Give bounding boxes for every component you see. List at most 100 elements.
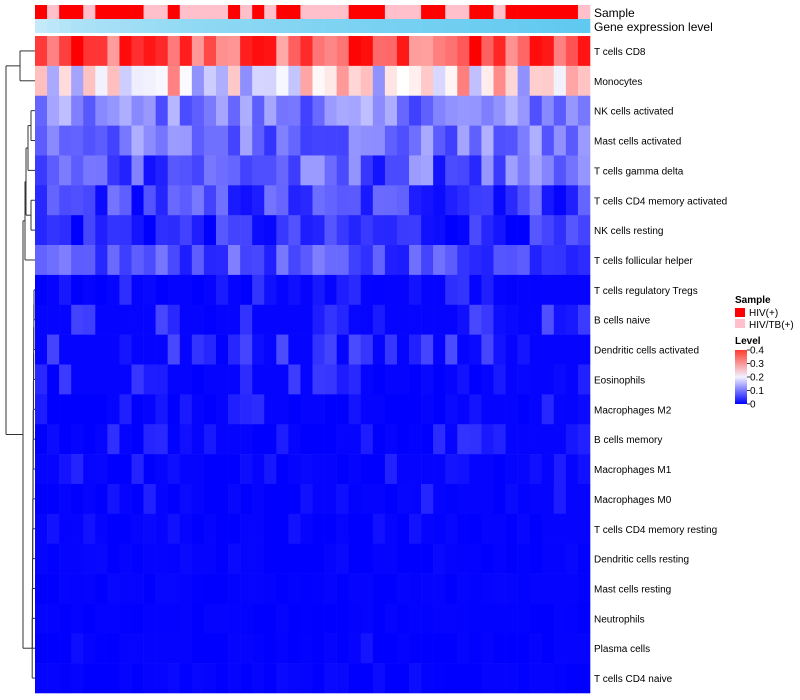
heatmap-cell — [529, 36, 543, 67]
heatmap-cell — [155, 394, 169, 425]
heatmap-cell — [300, 663, 313, 694]
heatmap-cell — [384, 573, 398, 604]
row-label: Eosinophils — [594, 375, 645, 386]
heatmap-cell — [396, 125, 410, 156]
sample-annotation-cell — [457, 5, 470, 19]
expression-annotation-cell — [191, 19, 205, 33]
heatmap-cell — [348, 663, 362, 694]
expression-annotation-cell — [83, 19, 96, 33]
heatmap-cell — [481, 483, 494, 515]
expression-annotation-cell — [517, 19, 530, 33]
heatmap-cell — [469, 185, 482, 216]
heatmap-cell — [312, 364, 325, 395]
heatmap-cell — [565, 663, 579, 694]
heatmap-cell — [493, 155, 506, 186]
heatmap-cell — [240, 304, 253, 335]
heatmap-cell — [228, 185, 241, 216]
sample-annotation-cell — [541, 5, 555, 19]
heatmap-cell — [240, 65, 253, 97]
heatmap-cell — [372, 603, 386, 634]
heatmap-cell — [433, 424, 446, 455]
heatmap-cell — [215, 185, 229, 216]
heatmap-cell — [577, 394, 591, 425]
heatmap-cell — [215, 633, 229, 664]
heatmap-cell — [59, 155, 72, 186]
heatmap-cell — [119, 573, 132, 604]
heatmap-cell — [324, 603, 337, 634]
heatmap-cell — [35, 424, 48, 455]
heatmap-cell — [83, 125, 96, 156]
heatmap-cell — [288, 483, 301, 515]
heatmap-cell — [95, 603, 108, 634]
heatmap-cell — [396, 274, 410, 306]
row-label: Neutrophils — [594, 614, 645, 625]
expression-annotation-cell — [35, 19, 48, 33]
heatmap-cell — [517, 454, 530, 485]
heatmap-cell — [83, 65, 96, 97]
heatmap-cell — [276, 95, 289, 126]
heatmap-cell — [131, 603, 144, 634]
heatmap-cell — [107, 245, 120, 276]
heatmap-cell — [324, 65, 337, 97]
heatmap-cell — [276, 334, 289, 365]
heatmap-cell — [541, 185, 555, 216]
heatmap-cell — [445, 513, 458, 544]
heatmap-cell — [553, 125, 567, 156]
heatmap-cell — [553, 185, 567, 216]
heatmap-cell — [505, 364, 518, 395]
heatmap-cell — [336, 454, 349, 485]
heatmap-cell — [107, 573, 120, 604]
heatmap-cell — [203, 334, 217, 365]
heatmap-cell — [360, 334, 374, 365]
sample-annotation-cell — [577, 5, 591, 19]
heatmap-cell — [83, 274, 96, 306]
heatmap-cell — [409, 215, 422, 246]
heatmap-cell — [469, 304, 482, 335]
heatmap-cell — [264, 633, 277, 664]
sample-annotation-cell — [252, 5, 265, 19]
sample-annotation-cell — [95, 5, 108, 19]
row-label: T cells gamma delta — [594, 166, 684, 177]
heatmap-cell — [264, 125, 277, 156]
expression-annotation-cell — [215, 19, 229, 33]
heatmap-cell — [505, 36, 518, 67]
heatmap-cell — [71, 633, 84, 664]
heatmap-cell — [312, 65, 325, 97]
heatmap-cell — [119, 125, 132, 156]
heatmap-cell — [553, 603, 567, 634]
heatmap-cell — [83, 155, 96, 186]
heatmap-cell — [336, 274, 349, 306]
heatmap-cell — [288, 274, 301, 306]
expression-annotation-cell — [167, 19, 181, 33]
sample-annotation-cell — [493, 5, 506, 19]
heatmap-cell — [59, 483, 72, 515]
heatmap-cell — [155, 125, 169, 156]
heatmap-cell — [95, 394, 108, 425]
heatmap-cell — [167, 603, 181, 634]
heatmap-cell — [167, 483, 181, 515]
heatmap-cell — [228, 245, 241, 276]
heatmap-cell — [457, 633, 470, 664]
heatmap-cell — [529, 603, 543, 634]
sample-annotation-cell — [300, 5, 313, 19]
heatmap-cell — [517, 125, 530, 156]
heatmap-cell — [228, 274, 241, 306]
heatmap-cell — [59, 95, 72, 126]
expression-annotation-cell — [445, 19, 458, 33]
heatmap-cell — [445, 394, 458, 425]
sample-annotation-cell — [433, 5, 446, 19]
heatmap-cell — [240, 185, 253, 216]
heatmap-cell — [131, 364, 144, 395]
heatmap-cell — [481, 245, 494, 276]
heatmap-cell — [71, 394, 84, 425]
heatmap-cell — [565, 543, 579, 574]
heatmap-cell — [517, 633, 530, 664]
heatmap-cell — [47, 543, 60, 574]
heatmap-cell — [433, 125, 446, 156]
heatmap-cell — [59, 215, 72, 246]
heatmap-cell — [577, 513, 591, 544]
heatmap-cell — [71, 95, 84, 126]
heatmap-cell — [565, 603, 579, 634]
heatmap-cell — [505, 513, 518, 544]
row-label: Macrophages M0 — [594, 495, 672, 506]
